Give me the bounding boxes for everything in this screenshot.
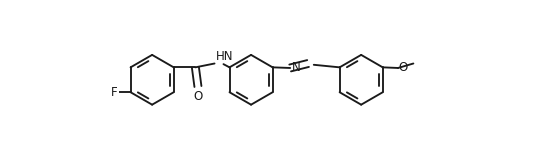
Text: O: O (399, 61, 408, 75)
Text: O: O (193, 90, 202, 103)
Text: F: F (111, 86, 117, 99)
Text: HN: HN (216, 50, 233, 63)
Text: N: N (292, 61, 300, 75)
